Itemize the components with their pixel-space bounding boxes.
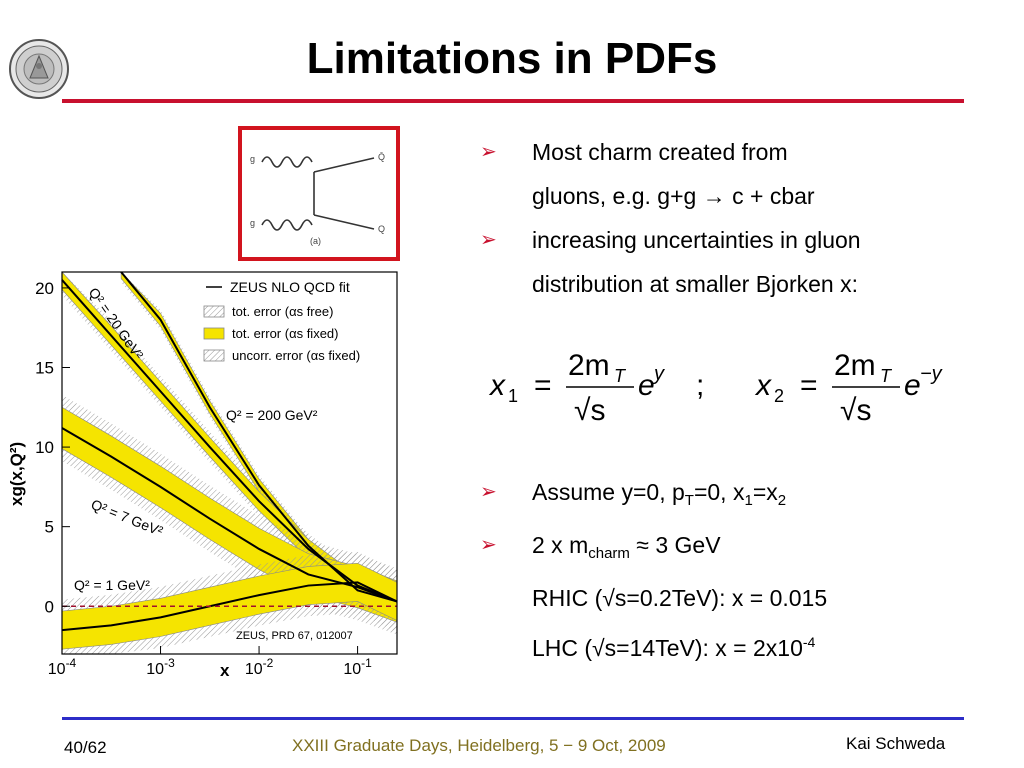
bullet-text: Most charm created from (532, 139, 788, 165)
arrow-bullet-icon: ➢ (480, 141, 497, 163)
series-line (120, 271, 398, 603)
bullet-item: ➢ Most charm created from gluons, e.g. g… (480, 130, 1000, 218)
page-number: 40/62 (64, 738, 107, 757)
bullet-list-top: ➢ Most charm created from gluons, e.g. g… (480, 130, 1000, 306)
feynman-diagram: g g Q̄ Q (a) (250, 152, 385, 246)
bullet-item: ➢ increasing uncertainties in gluon dist… (480, 218, 1000, 306)
svg-text:T: T (880, 366, 893, 386)
bullet-text: Assume y=0, pT=0, x1=x2 (532, 479, 787, 509)
bullet-text: gluons, e.g. g+g → c + cbar (532, 183, 815, 209)
y-tick-label: 5 (45, 518, 54, 537)
reference-label: ZEUS, PRD 67, 012007 (236, 630, 353, 642)
quark-line (313, 214, 375, 230)
gluon-pdf-chart: 0 5 10 15 20 10-4 10-3 10-2 10-1 ZEUS NLO QCD fi… (8, 271, 398, 680)
y-axis-label: xg(x,Q²) (8, 442, 26, 506)
svg-text:√s: √s (574, 394, 605, 427)
bullet-list-bottom: ➢ Assume y=0, pT=0, x1=x2 ➢ 2 x mcharm ≈… (480, 470, 1000, 670)
x-tick-label: 10-4 (48, 656, 77, 678)
svg-text:x: x (488, 369, 506, 402)
bullet-text: RHIC (√s=0.2TeV): x = 0.015 (532, 585, 828, 611)
feynman-diagram-box: g g Q̄ Q (a) (238, 126, 400, 261)
svg-text:e: e (638, 369, 655, 402)
x-tick-label: 10-2 (245, 656, 274, 678)
svg-text:1: 1 (508, 386, 518, 406)
legend-uncorr-label: uncorr. error (αs fixed) (232, 348, 360, 363)
label-q200: Q² = 200 GeV² (226, 407, 318, 423)
svg-text:y: y (652, 363, 665, 385)
series-line (61, 427, 398, 603)
legend-fit-label: ZEUS NLO QCD fit (230, 279, 350, 295)
y-tick-label: 10 (35, 438, 54, 457)
gluon-line-top (261, 156, 313, 168)
legend-err-fixed-swatch (203, 327, 225, 340)
plot-frame (61, 271, 398, 655)
legend-err-fixed-label: tot. error (αs fixed) (232, 326, 338, 341)
svg-text:x: x (754, 369, 772, 402)
diagram-caption: (a) (310, 236, 321, 246)
svg-text:=: = (800, 369, 818, 402)
x-tick-label: 10-3 (146, 656, 175, 678)
footer-author: Kai Schweda (846, 734, 946, 753)
title-underline (62, 99, 964, 103)
arrow-bullet-icon: ➢ (480, 229, 497, 251)
svg-text:2m: 2m (568, 349, 610, 382)
slide-title: Limitations in PDFs (306, 34, 718, 83)
university-seal-logo (9, 39, 69, 99)
svg-text:=: = (534, 369, 552, 402)
svg-text:;: ; (696, 369, 704, 402)
arrow-bullet-icon: ➢ (480, 481, 497, 503)
chart-legend: ZEUS NLO QCD fit tot. error (αs free) to… (203, 279, 360, 363)
svg-text:e: e (904, 369, 921, 402)
x-tick-label: 10-1 (343, 656, 372, 678)
svg-text:2m: 2m (834, 349, 876, 382)
gluon-label-top: g (250, 154, 255, 164)
bullet-text: LHC (√s=14TeV): x = 2x10-4 (532, 634, 816, 661)
series-line (61, 581, 398, 632)
label-q1: Q² = 1 GeV² (74, 577, 150, 593)
antiquark-line (313, 157, 375, 173)
antiquark-label: Q̄ (378, 152, 385, 162)
y-tick-label: 20 (35, 279, 54, 298)
y-tick-label: 0 (45, 597, 54, 616)
rapidity-formula: x 1 = 2m T √s e y ; x 2 = 2m T √s e −y (488, 349, 943, 427)
gluon-line-bottom (261, 219, 313, 231)
bullet-item: ➢ 2 x mcharm ≈ 3 GeV RHIC (√s=0.2TeV): x… (480, 523, 1000, 670)
footer-conference: XXIII Graduate Days, Heidelberg, 5 − 9 O… (292, 736, 666, 755)
quark-label: Q (378, 224, 385, 234)
arrow-bullet-icon: ➢ (480, 534, 497, 556)
legend-err-free-swatch (203, 305, 225, 318)
gluon-label-bottom: g (250, 218, 255, 228)
bullet-text: increasing uncertainties in gluon (532, 227, 861, 253)
bullet-item: ➢ Assume y=0, pT=0, x1=x2 (480, 470, 1000, 523)
svg-text:T: T (614, 366, 627, 386)
svg-text:−y: −y (920, 363, 943, 385)
legend-uncorr-swatch (203, 349, 225, 362)
legend-err-free-label: tot. error (αs free) (232, 304, 333, 319)
svg-text:√s: √s (840, 394, 871, 427)
bullet-text: distribution at smaller Bjorken x: (532, 271, 858, 297)
bullet-text: 2 x mcharm ≈ 3 GeV (532, 532, 721, 562)
x-axis-label: x (220, 661, 230, 680)
series-line (61, 279, 398, 603)
footer-divider (62, 717, 964, 720)
y-tick-label: 15 (35, 359, 54, 378)
svg-text:2: 2 (774, 386, 784, 406)
